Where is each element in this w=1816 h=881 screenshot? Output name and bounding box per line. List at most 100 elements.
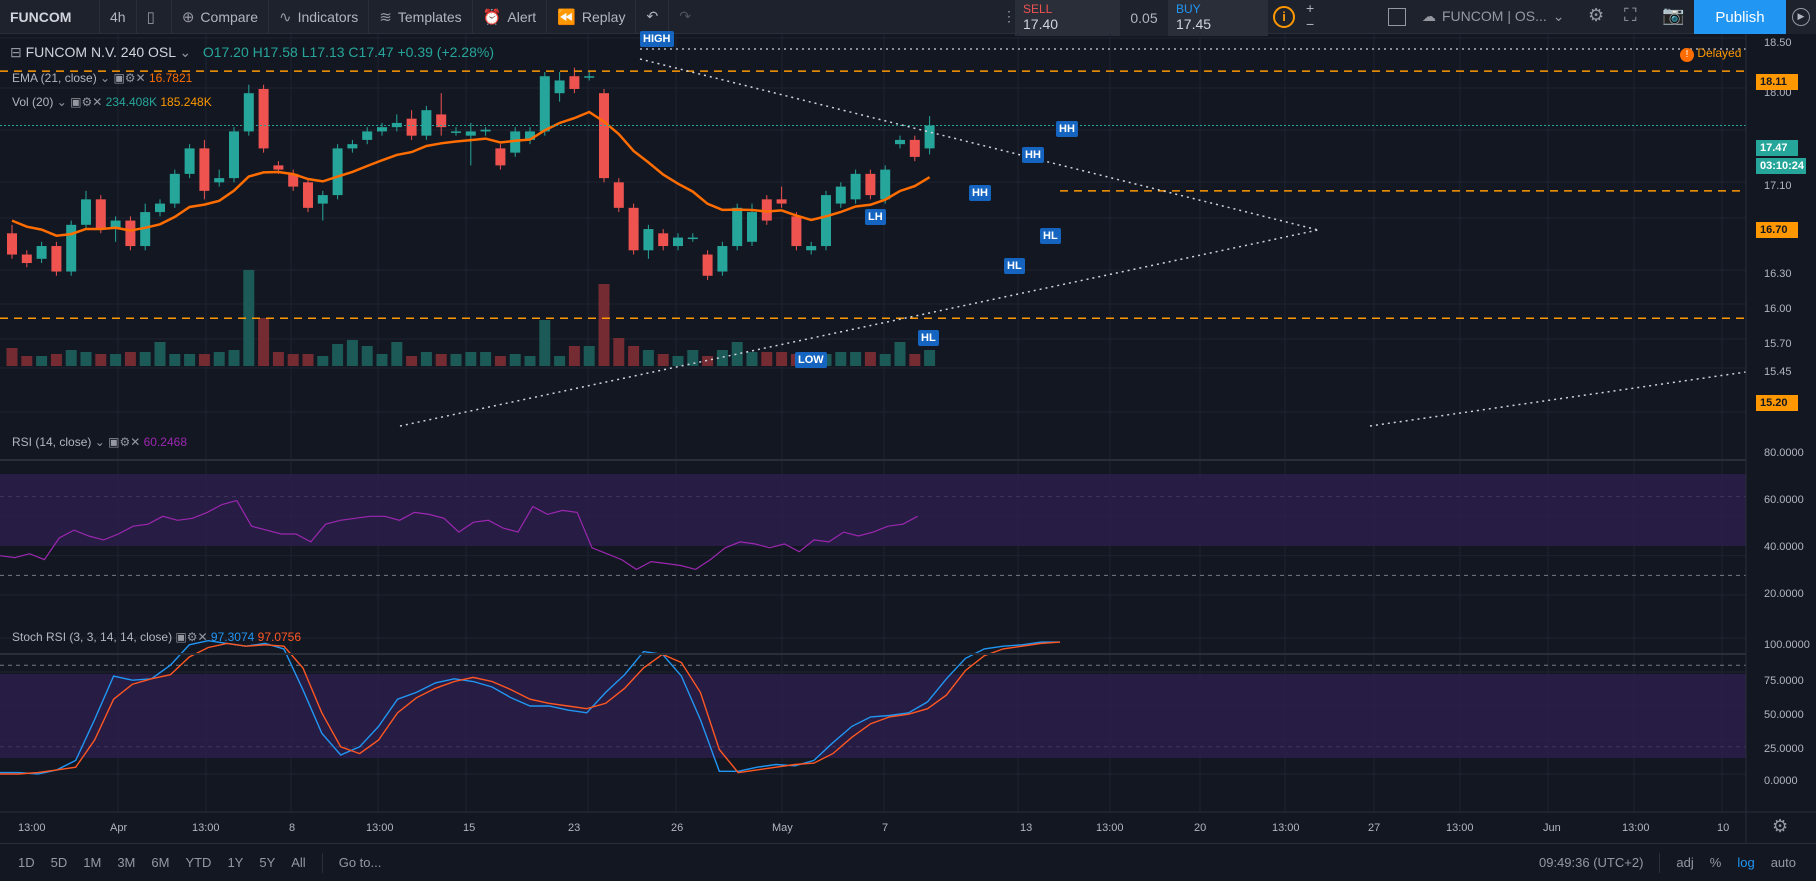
collapse-icon[interactable]: ⊟ bbox=[10, 44, 22, 60]
time-tick: 20 bbox=[1194, 822, 1207, 834]
high-label[interactable]: HIGH bbox=[640, 31, 674, 47]
stoch-tick: 100.0000 bbox=[1764, 639, 1810, 651]
range-6m[interactable]: 6M bbox=[151, 855, 170, 870]
indicator-buttons-icon[interactable]: ▣⚙✕ bbox=[175, 630, 208, 644]
redo-button[interactable]: ↷ bbox=[669, 0, 701, 34]
range-ytd[interactable]: YTD bbox=[185, 855, 212, 870]
delayed-label: Delayed bbox=[1697, 46, 1742, 60]
drag-handle-icon[interactable]: ⋮ bbox=[1002, 8, 1016, 24]
candle-body bbox=[66, 224, 77, 272]
range-1m[interactable]: 1M bbox=[83, 855, 102, 870]
range-1y[interactable]: 1Y bbox=[227, 855, 244, 870]
range-1d[interactable]: 1D bbox=[18, 855, 35, 870]
sell-button[interactable]: SELL 17.40 bbox=[1015, 0, 1120, 36]
settings-gear-icon[interactable]: ⚙ bbox=[1588, 5, 1605, 25]
open-value: O17.20 bbox=[202, 44, 249, 60]
time-tick: May bbox=[772, 822, 793, 834]
camera-icon[interactable]: 📷 bbox=[1662, 5, 1685, 25]
volume-bar bbox=[258, 318, 270, 366]
candle-body bbox=[214, 178, 225, 183]
auto-toggle[interactable]: auto bbox=[1770, 855, 1796, 870]
candle-body bbox=[895, 139, 905, 145]
volume-bar bbox=[716, 350, 728, 366]
stoch-legend[interactable]: Stoch RSI (3, 3, 14, 14, close) ▣⚙✕ 97.3… bbox=[12, 630, 301, 644]
candle-body bbox=[243, 93, 254, 132]
alert-button[interactable]: ⏰ Alert bbox=[473, 0, 548, 34]
stoch-band bbox=[0, 674, 1746, 758]
undo-button[interactable]: ↶ bbox=[636, 0, 670, 34]
chart-canvas[interactable] bbox=[0, 34, 1816, 843]
replay-button[interactable]: ⏪ Replay bbox=[547, 0, 637, 34]
goto-button[interactable]: Go to... bbox=[338, 855, 382, 870]
volume-bar bbox=[450, 354, 462, 366]
time-tick: 15 bbox=[463, 822, 476, 834]
volume-bar bbox=[672, 356, 684, 366]
volume-bar bbox=[702, 356, 714, 366]
trend-lines bbox=[399, 58, 1747, 427]
percent-toggle[interactable]: % bbox=[1709, 855, 1722, 870]
replay-panel-button[interactable]: ▶ bbox=[1786, 0, 1816, 34]
volume-legend[interactable]: Vol (20) ⌄ ▣⚙✕ 234.408K 185.248K bbox=[12, 95, 212, 109]
clock[interactable]: 09:49:36 (UTC+2) bbox=[1538, 855, 1644, 870]
range-5d[interactable]: 5D bbox=[50, 855, 68, 870]
log-toggle[interactable]: log bbox=[1737, 855, 1755, 870]
candle-body bbox=[539, 76, 550, 132]
layout-icon[interactable] bbox=[1388, 8, 1406, 26]
layout-name-button[interactable]: ☁ FUNCOM | OS... ⌄ bbox=[1422, 8, 1564, 25]
hl-label[interactable]: HL bbox=[1004, 258, 1025, 274]
high-value: H17.58 bbox=[252, 44, 298, 60]
range-all[interactable]: All bbox=[291, 855, 306, 870]
hh-label[interactable]: HH bbox=[1022, 147, 1044, 163]
hl-label[interactable]: HL bbox=[1040, 228, 1061, 244]
templates-button[interactable]: ≋ Templates bbox=[369, 0, 473, 34]
time-tick: 10 bbox=[1717, 822, 1730, 834]
candle-body bbox=[36, 246, 47, 259]
volume-bar bbox=[184, 354, 196, 366]
candle-body bbox=[81, 199, 91, 225]
fullscreen-icon[interactable]: ⛶ bbox=[1624, 5, 1637, 25]
price-tick: 15.45 bbox=[1764, 366, 1792, 378]
ema-label: EMA (21, close) bbox=[12, 71, 97, 85]
publish-button[interactable]: Publish bbox=[1694, 0, 1786, 34]
symbol-search-button[interactable]: FUNCOM bbox=[0, 0, 100, 34]
chevron-down-icon[interactable]: ⌄ bbox=[179, 44, 192, 60]
lower-trendline bbox=[399, 229, 1319, 427]
candles-icon: ▯ bbox=[146, 8, 155, 26]
interval-button[interactable]: 4h bbox=[100, 0, 137, 34]
volume-bar bbox=[835, 352, 847, 366]
spread-value: 0.05 bbox=[1120, 0, 1168, 36]
info-icon[interactable]: i bbox=[1273, 6, 1295, 28]
axis-settings-gear-icon[interactable]: ⚙ bbox=[1772, 816, 1789, 836]
rewind-icon: ⏪ bbox=[557, 8, 576, 26]
stoch-tick: 75.0000 bbox=[1764, 675, 1804, 687]
delayed-badge[interactable]: ! Delayed bbox=[1680, 46, 1741, 62]
ema-legend[interactable]: EMA (21, close) ⌄ ▣⚙✕ 16.7821 bbox=[12, 71, 192, 85]
volume-bar bbox=[376, 354, 388, 366]
indicator-buttons-icon[interactable]: ▣⚙✕ bbox=[113, 71, 146, 85]
quantity-stepper[interactable]: + − bbox=[1306, 0, 1315, 32]
buy-button[interactable]: BUY 17.45 bbox=[1168, 0, 1268, 36]
indicator-buttons-icon[interactable]: ▣⚙✕ bbox=[108, 435, 141, 449]
candle-body bbox=[21, 254, 32, 264]
stoch-d-value: 97.0756 bbox=[257, 630, 302, 644]
lh-label[interactable]: LH bbox=[865, 209, 886, 225]
candle-body bbox=[924, 125, 935, 149]
candle-body bbox=[865, 173, 876, 196]
indicators-button[interactable]: ∿ Indicators bbox=[269, 0, 370, 34]
price-tick: 16.30 bbox=[1764, 268, 1792, 280]
indicator-buttons-icon[interactable]: ▣⚙✕ bbox=[70, 95, 103, 109]
hh-label[interactable]: HH bbox=[969, 185, 991, 201]
chart-style-button[interactable]: ▯ bbox=[137, 0, 172, 34]
range-5y[interactable]: 5Y bbox=[259, 855, 276, 870]
compare-button[interactable]: ⊕ Compare bbox=[172, 0, 270, 34]
low-label[interactable]: LOW bbox=[795, 352, 827, 368]
rsi-legend[interactable]: RSI (14, close) ⌄ ▣⚙✕ 60.2468 bbox=[12, 435, 187, 449]
hl-label[interactable]: HL bbox=[918, 330, 939, 346]
adj-toggle[interactable]: adj bbox=[1676, 855, 1694, 870]
volume-bar bbox=[435, 354, 447, 366]
range-3m[interactable]: 3M bbox=[117, 855, 136, 870]
chevron-down-icon: ⌄ bbox=[100, 71, 111, 85]
volume-bar bbox=[642, 350, 654, 366]
hh-label[interactable]: HH bbox=[1056, 121, 1078, 137]
time-tick: 7 bbox=[882, 822, 889, 834]
